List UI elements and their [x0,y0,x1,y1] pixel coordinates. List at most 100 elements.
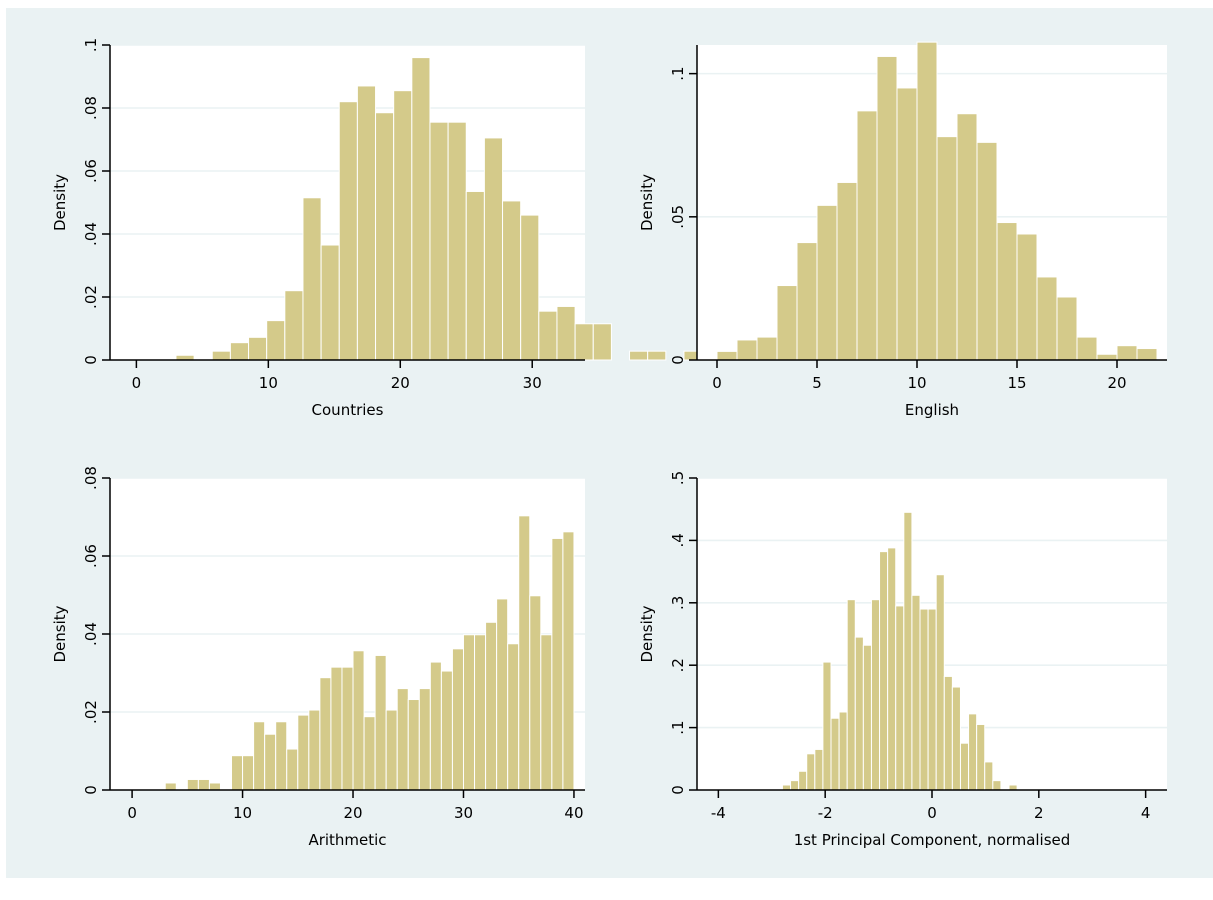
histogram-bar [916,41,938,361]
x-axis-title: Arithmetic [308,831,386,849]
histogram-bar [856,110,878,361]
histogram-bar [919,608,929,791]
histogram-bar [540,634,553,791]
histogram-bar [411,57,431,361]
histogram-bar [956,113,978,361]
y-tick-label: 0 [669,355,687,365]
histogram-bar [231,755,244,791]
y-tick-label: .5 [669,471,687,485]
histogram-bar [374,654,387,791]
x-tick-label: 0 [127,804,137,822]
histogram-bar [385,709,398,791]
y-axis-title: Density [51,605,69,662]
histogram-bar [854,636,864,791]
x-tick-label: 5 [812,374,822,392]
histogram-bar [592,323,612,361]
x-axis-title: English [905,401,959,419]
histogram-bar [242,755,255,791]
histogram-bar [396,688,409,791]
histogram-bar [876,55,898,361]
y-tick-label: .06 [82,544,100,568]
histogram-bar [375,112,395,361]
histogram-bar [440,670,453,791]
histogram-bar [363,716,376,791]
y-tick-label: .06 [82,159,100,183]
histogram-bar [485,621,498,791]
histogram-bar [968,713,978,791]
y-tick-label: 0 [669,785,687,795]
panel-countries: 0 .02 .04 .06 .08 .1 0 10 20 30 Countries Density [51,38,703,419]
y-tick-label: .02 [82,700,100,724]
histogram-bar [496,598,509,791]
x-tick-label: 20 [343,804,362,822]
histogram-bar [1036,276,1058,361]
histogram-bar [1096,353,1118,361]
histogram-bar [896,87,918,361]
histogram-bar [208,782,221,791]
histogram-bar [976,723,986,791]
histogram-bar [451,648,464,791]
histogram-bar [816,204,838,361]
histogram-bar [562,531,575,791]
x-tick-label: 30 [523,374,542,392]
y-tick-label: .02 [82,285,100,309]
histogram-bar [520,214,540,361]
histogram-bar [211,350,231,361]
histogram-bar [574,323,594,361]
x-tick-label: 15 [1007,374,1026,392]
histogram-bar [502,200,522,361]
histogram-bar [796,242,818,361]
histogram-bar [822,661,832,791]
histogram-bar [943,675,953,791]
histogram-bar [264,733,277,791]
y-tick-label: .3 [669,596,687,610]
x-tick-label: 0 [132,374,142,392]
x-tick-label: 4 [1141,804,1151,822]
histogram-bar [253,721,266,791]
histogram-bar [429,121,449,361]
histogram-bar [903,511,913,791]
histogram-bar [418,688,431,791]
histogram-bar [266,320,286,361]
histogram-bar [976,141,998,361]
histogram-bar [862,644,872,791]
y-axis-title: Density [638,174,656,231]
y-tick-label: .04 [82,622,100,646]
panel-principal-component: 0 .1 .2 .3 .4 .5 -4 -2 0 2 4 1st Principal Componen… [638,471,1167,849]
histogram-bar [1056,296,1078,361]
histogram-bar [790,780,800,791]
x-tick-label: 10 [233,804,252,822]
histogram-bar [393,90,413,361]
y-tick-label: 0 [82,785,100,795]
x-tick-label: 20 [391,374,410,392]
histogram-bar [1076,336,1098,361]
histogram-bar [984,761,994,791]
histogram-bar [297,714,310,791]
histogram-bar [959,742,970,791]
x-tick-label: 2 [1034,804,1044,822]
histogram-bar [1136,348,1158,361]
histogram-bar [186,778,199,791]
histogram-bar [164,782,177,791]
histogram-bar [647,350,667,361]
y-tick-label: .04 [82,222,100,246]
histogram-bar [551,537,564,791]
histogram-bar [320,244,340,361]
histogram-bar [846,599,856,791]
histogram-bar [308,709,321,791]
y-axis-title: Density [51,174,69,231]
histogram-bar [927,608,937,791]
histogram-bar [1116,345,1138,361]
y-tick-label: .2 [669,658,687,672]
histogram-bar [951,686,961,791]
histogram-bar [429,661,442,791]
histogram-bar [887,547,897,791]
histogram-bar [447,121,467,361]
histogram-bar [229,342,250,361]
histogram-bar [838,711,848,791]
y-tick-label: .08 [82,466,100,490]
histogram-bar [518,515,531,791]
x-axis-title: 1st Principal Component, normalised [794,831,1071,849]
x-tick-label: 20 [1107,374,1126,392]
